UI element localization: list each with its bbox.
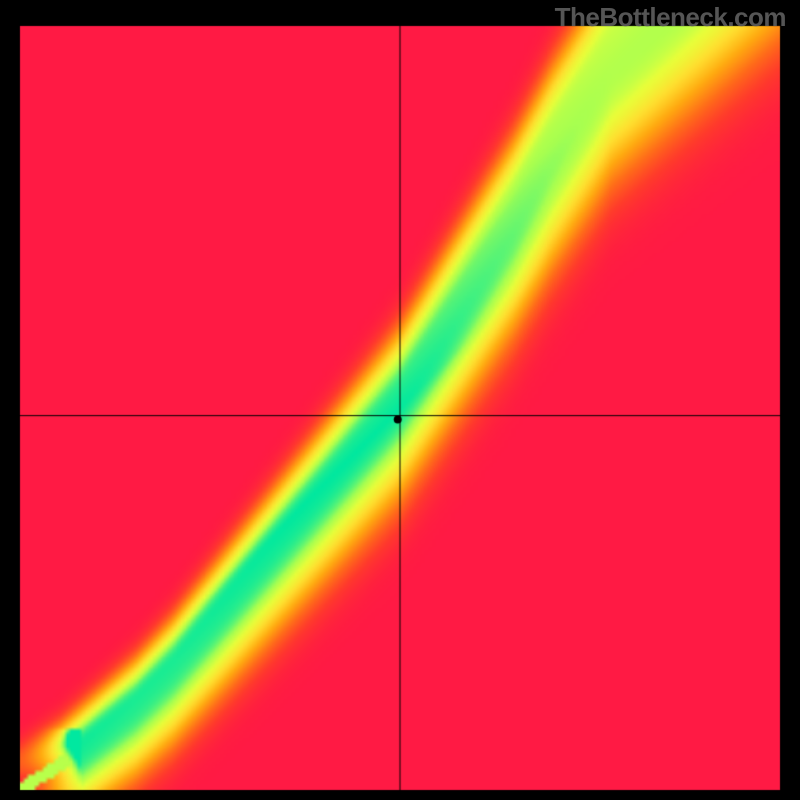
bottleneck-heatmap (0, 0, 800, 800)
chart-container: TheBottleneck.com (0, 0, 800, 800)
watermark-text: TheBottleneck.com (555, 2, 786, 33)
